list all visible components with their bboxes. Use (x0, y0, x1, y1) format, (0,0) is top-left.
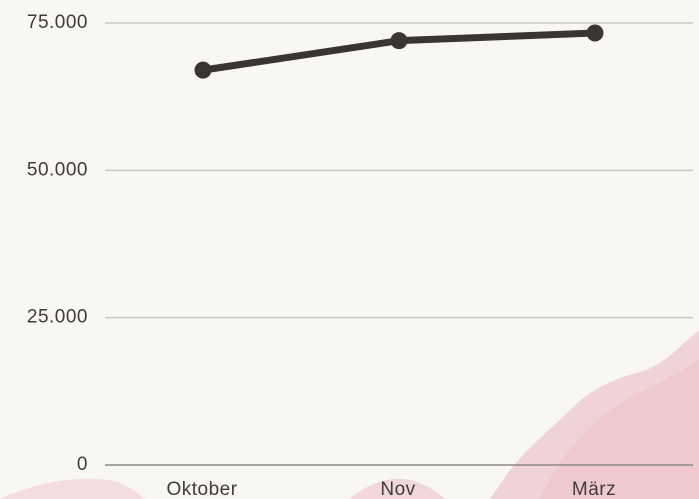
x-tick-label: Nov (380, 479, 415, 499)
y-tick-label: 0 (77, 454, 88, 475)
point (391, 32, 408, 49)
point (195, 62, 212, 79)
chart: 0 25.000 50.000 75.000 Oktober Nov März (0, 0, 699, 499)
y-tick-label: 25.000 (27, 307, 88, 328)
y-tick-label: 50.000 (27, 159, 88, 180)
watercolor-decoration (0, 330, 699, 499)
x-tick-label: Oktober (166, 479, 237, 499)
x-tick-label: März (572, 479, 616, 499)
point (587, 25, 604, 42)
y-tick-label: 75.000 (27, 12, 88, 33)
